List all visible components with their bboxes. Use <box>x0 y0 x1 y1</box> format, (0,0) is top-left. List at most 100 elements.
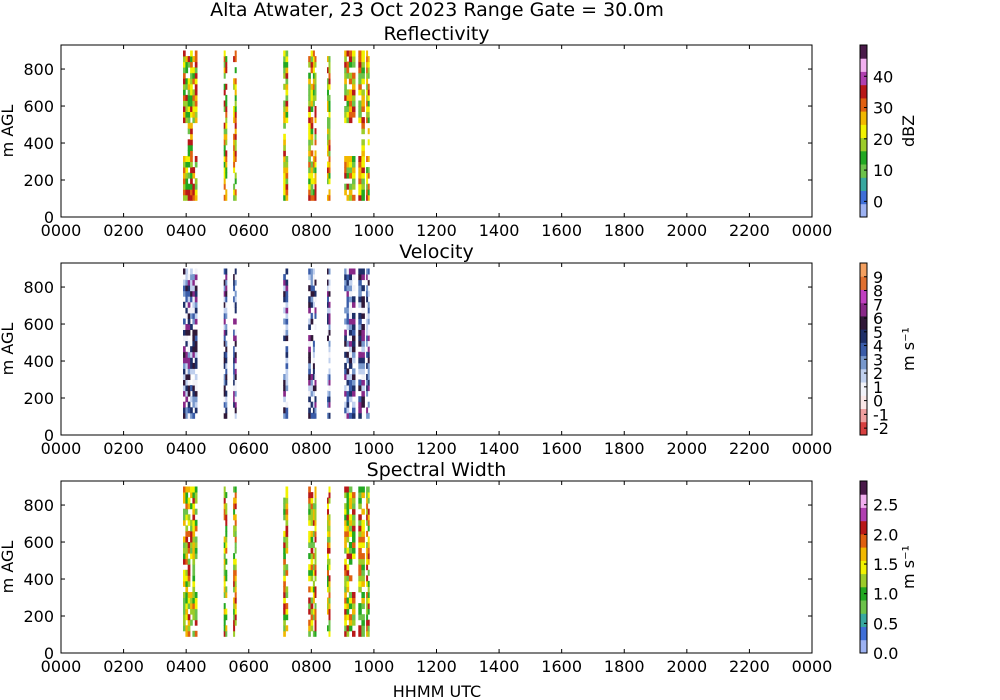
echo-cell <box>225 368 228 375</box>
echo-cell <box>312 390 315 397</box>
echo-cell <box>194 542 198 548</box>
echo-cell <box>361 100 365 107</box>
panel-title: Velocity <box>399 241 474 263</box>
echo-cell <box>312 580 315 587</box>
echo-cell <box>348 335 353 342</box>
echo-cell <box>328 189 331 196</box>
echo-cell <box>358 542 362 548</box>
echo-cell <box>233 390 236 397</box>
colorbar-tick-label: -2 <box>873 419 889 438</box>
colorbar-tick-label: 0 <box>873 192 883 211</box>
echo-cell <box>234 608 237 615</box>
echo-cell <box>348 161 353 168</box>
echo-cell <box>344 558 347 565</box>
echo-cell <box>366 178 369 185</box>
echo-cell <box>225 324 228 330</box>
echo-cell <box>187 503 191 510</box>
echo-cell <box>194 178 198 185</box>
echo-cell <box>344 592 347 598</box>
echo-cell <box>310 401 314 408</box>
echo-cell <box>367 357 370 364</box>
echo-cell <box>190 324 193 330</box>
echo-cell <box>328 547 331 554</box>
echo-cell <box>310 285 314 292</box>
echo-cell <box>308 94 311 101</box>
echo-cell <box>233 183 236 190</box>
echo-cell <box>187 301 191 308</box>
echo-cell <box>194 379 198 386</box>
echo-cell <box>348 519 353 526</box>
echo-cell <box>348 340 353 347</box>
echo-cell <box>308 318 311 325</box>
echo-cell <box>194 525 198 532</box>
echo-cell <box>312 61 315 68</box>
echo-cell <box>348 575 353 582</box>
echo-cell <box>194 106 198 112</box>
echo-cell <box>194 279 198 286</box>
echo-cell <box>285 547 289 554</box>
x-tick-label: 2000 <box>666 657 707 676</box>
echo-cell <box>225 194 228 201</box>
echo-cell <box>328 564 331 571</box>
echo-cell <box>185 362 189 369</box>
echo-cell <box>234 351 237 358</box>
echo-cell <box>358 385 362 392</box>
echo-cell <box>348 100 353 107</box>
echo-cell <box>185 167 189 174</box>
echo-cell <box>348 274 353 281</box>
echo-cell <box>344 547 347 554</box>
echo-cell <box>312 401 315 408</box>
echo-cell <box>367 318 370 325</box>
echo-cell <box>310 619 314 626</box>
echo-cell <box>234 133 237 140</box>
echo-cell <box>308 536 311 543</box>
echo-cell <box>223 536 226 543</box>
echo-cell <box>352 89 356 96</box>
echo-cell <box>328 390 331 397</box>
echo-cell <box>283 536 286 543</box>
echo-cell <box>223 335 226 342</box>
echo-cell <box>310 542 314 548</box>
colorbar-tick-label: 5 <box>873 323 883 342</box>
echo-cell <box>367 580 370 587</box>
echo-cell <box>308 553 311 560</box>
echo-cell <box>192 56 196 63</box>
echo-cell <box>185 312 189 319</box>
echo-cell <box>308 106 311 112</box>
echo-cell <box>344 630 347 637</box>
echo-cell <box>194 407 198 414</box>
echo-cell <box>190 50 193 57</box>
echo-cell <box>328 608 331 615</box>
x-tick-label: 0800 <box>291 221 332 240</box>
echo-cell <box>183 625 186 632</box>
echo-cell <box>308 619 311 626</box>
echo-cell <box>190 296 193 303</box>
echo-cell <box>346 351 350 358</box>
echo-cell <box>348 346 353 353</box>
echo-cell <box>328 307 331 314</box>
echo-cell <box>346 497 350 504</box>
echo-cell <box>225 268 228 275</box>
echo-cell <box>310 117 314 124</box>
echo-cell <box>183 50 186 57</box>
echo-cell <box>344 106 347 112</box>
echo-cell <box>358 290 362 297</box>
echo-cell <box>361 357 365 364</box>
echo-cell <box>190 61 193 68</box>
echo-cell <box>225 279 228 286</box>
echo-cell <box>358 357 362 364</box>
echo-cell <box>223 412 226 419</box>
echo-cell <box>187 78 191 85</box>
x-tick-label: 2200 <box>729 657 770 676</box>
echo-cell <box>312 368 315 375</box>
echo-cell <box>185 569 189 576</box>
echo-cell <box>310 335 314 342</box>
echo-cell <box>310 296 314 303</box>
echo-cell <box>234 144 237 151</box>
echo-cell <box>366 156 369 162</box>
echo-cell <box>344 307 347 314</box>
echo-cell <box>358 78 362 85</box>
echo-cell <box>285 608 289 615</box>
echo-cell <box>361 340 365 347</box>
echo-cell <box>358 564 362 571</box>
